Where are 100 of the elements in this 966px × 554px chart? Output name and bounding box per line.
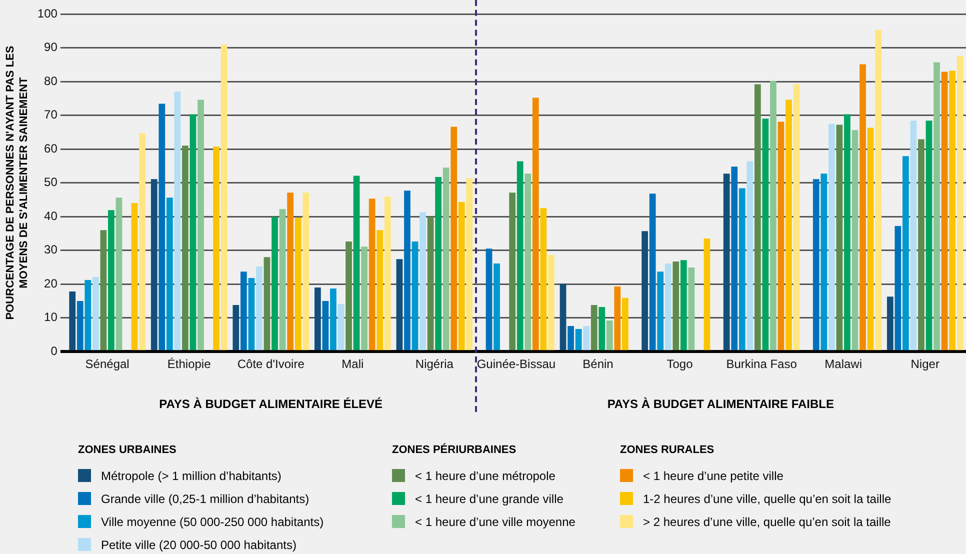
bar — [770, 81, 776, 350]
bar — [524, 174, 532, 350]
bar — [867, 128, 874, 350]
x-tick-label: Togo — [666, 357, 694, 372]
bar — [622, 298, 628, 350]
bar — [956, 56, 964, 350]
bar — [69, 292, 76, 350]
bar — [875, 30, 882, 350]
x-tick-label: Niger — [910, 357, 940, 372]
legend-label: < 1 heure d’une petite ville — [643, 468, 784, 482]
bar — [754, 84, 761, 350]
bar — [486, 248, 492, 350]
bar — [198, 100, 204, 350]
bar — [704, 238, 710, 350]
bar — [614, 286, 621, 350]
legend-label: < 1 heure d’une métropole — [415, 468, 556, 482]
bar — [494, 263, 500, 350]
legend-label: > 2 heures d’une ville, quelle qu’en soit la taille — [643, 514, 891, 528]
bar — [240, 272, 247, 350]
bar — [575, 328, 582, 350]
legend-label: Petite ville (20 000-50 000 habitants) — [101, 538, 296, 552]
bar — [346, 242, 352, 350]
legend-label: < 1 heure d’une grande ville — [415, 492, 564, 506]
x-tick-label: Nigéria — [415, 357, 454, 372]
x-tick-label: Bénin — [582, 357, 614, 372]
bar — [844, 114, 850, 350]
bar — [606, 320, 613, 350]
bar — [762, 118, 769, 350]
legend-label: 1-2 heures d’une ville, quelle qu’en soit la taille — [643, 492, 892, 506]
bar — [396, 259, 403, 350]
y-tick-label: 50 — [44, 175, 58, 190]
bar — [442, 168, 450, 350]
bar — [139, 133, 146, 350]
bar — [92, 276, 99, 350]
bar — [852, 130, 858, 350]
bar — [450, 126, 458, 350]
bar — [150, 179, 158, 350]
bar — [174, 92, 181, 350]
bar — [540, 208, 547, 350]
bar — [279, 209, 286, 350]
legend-label: Ville moyenne (50 000-250 000 habitants) — [101, 514, 324, 528]
bar — [384, 196, 391, 350]
y-tick-label: 80 — [44, 74, 58, 88]
x-tick-label: Guinée-Bissau — [476, 357, 556, 372]
y-tick-label: 100 — [37, 6, 58, 20]
bar — [287, 192, 294, 350]
bar — [746, 161, 754, 350]
text: PAYS À BUDGET ALIMENTAIRE FAIBLE — [607, 397, 834, 411]
bar — [256, 266, 262, 350]
text: ZONES URBAINES — [78, 444, 178, 456]
legend-label: Métropole (> 1 million d’habitants) — [101, 468, 282, 482]
bar — [642, 231, 648, 350]
bar — [182, 146, 188, 350]
bar — [220, 44, 228, 350]
bar — [731, 166, 738, 350]
y-tick-label: 90 — [44, 40, 58, 54]
bar — [532, 98, 539, 350]
bar — [949, 70, 956, 350]
legend-label: Grande ville (0,25-1 million d’habitants) — [101, 492, 310, 506]
bar — [910, 120, 917, 350]
text: ZONES PÉRIURBAINES — [392, 444, 518, 456]
bar — [190, 114, 196, 350]
bar — [368, 198, 376, 350]
bar — [680, 260, 687, 350]
bar — [353, 176, 360, 350]
bar — [314, 287, 321, 350]
bar — [158, 104, 166, 350]
text: PAYS À BUDGET ALIMENTAIRE ÉLEVÉ — [159, 397, 383, 411]
y-tick-label: 60 — [44, 141, 58, 156]
bar — [294, 218, 302, 350]
bar — [100, 230, 107, 350]
bar — [116, 198, 122, 350]
bar — [860, 64, 866, 350]
bar — [272, 216, 278, 350]
bar — [894, 226, 902, 350]
bar — [812, 179, 820, 350]
bar — [412, 242, 418, 350]
y-tick-label: 20 — [44, 276, 58, 290]
x-tick-label: Éthiopie — [167, 357, 212, 372]
bar — [404, 190, 410, 350]
x-tick-label: Côte d'Ivoire — [237, 357, 305, 372]
bar — [76, 300, 84, 350]
x-tick-label: Mali — [342, 357, 364, 372]
y-tick-label: 0 — [50, 344, 58, 358]
bar — [688, 268, 695, 350]
bar — [427, 216, 434, 350]
legend-label: < 1 heure d’une ville moyenne — [415, 514, 576, 528]
bar — [886, 296, 894, 350]
bar — [509, 192, 516, 350]
bar — [131, 203, 138, 350]
bar — [583, 326, 590, 350]
bar — [902, 156, 909, 350]
bar — [338, 304, 344, 350]
bar — [738, 188, 746, 350]
bar — [435, 177, 442, 350]
text: ZONES RURALES — [620, 444, 716, 456]
bar — [361, 246, 368, 350]
bar — [420, 212, 426, 350]
bar — [941, 72, 948, 350]
bar — [466, 178, 473, 350]
